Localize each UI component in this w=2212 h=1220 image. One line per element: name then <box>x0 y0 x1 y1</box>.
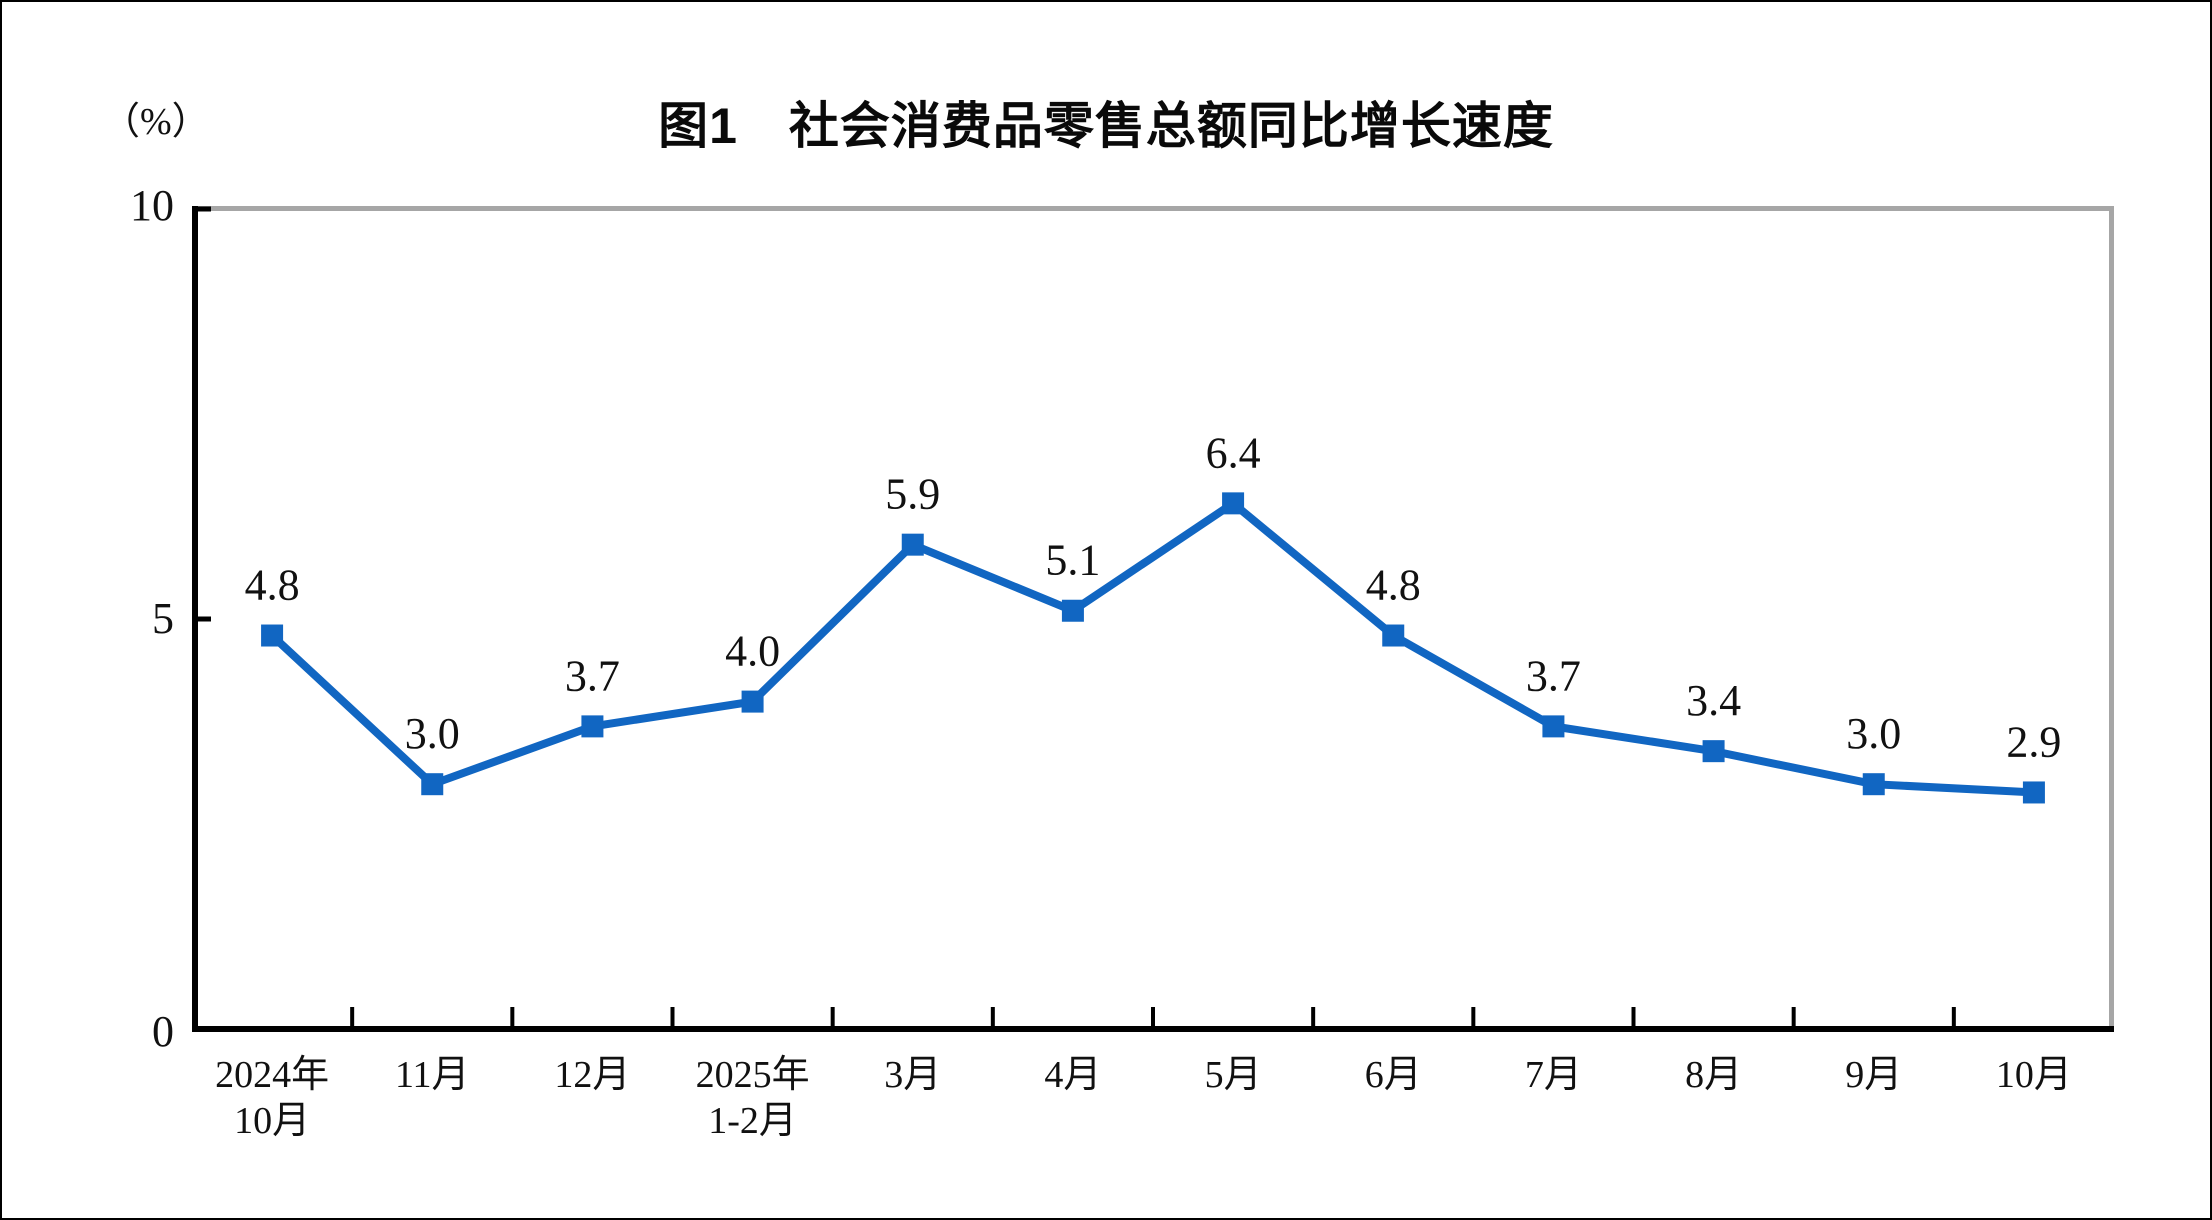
data-point-label: 4.8 <box>245 561 300 610</box>
y-axis-tick-label: 5 <box>152 594 174 643</box>
x-axis-category-label: 9月 <box>1845 1054 1903 1096</box>
data-point-marker <box>1382 624 1405 647</box>
data-point-marker <box>741 690 764 713</box>
data-point-label: 4.0 <box>725 627 780 676</box>
x-axis-category-label: 12月 <box>554 1054 631 1096</box>
data-point-marker <box>421 773 444 796</box>
x-axis-category-label: 2025年 1-2月 <box>695 1054 810 1142</box>
data-point-marker <box>581 715 604 738</box>
x-axis-category-label: 6月 <box>1364 1054 1422 1096</box>
data-point-label: 4.8 <box>1366 561 1421 610</box>
data-point-label: 3.7 <box>565 651 620 700</box>
data-point-label: 5.1 <box>1045 536 1100 585</box>
data-point-marker <box>901 533 924 556</box>
data-point-marker <box>1222 492 1245 515</box>
x-axis-category-label: 10月 <box>1995 1054 2072 1096</box>
data-point-label: 3.7 <box>1526 651 1581 700</box>
data-point-label: 3.0 <box>1846 709 1901 758</box>
x-axis-category-label: 3月 <box>884 1054 942 1096</box>
data-point-label: 2.9 <box>2006 717 2061 766</box>
data-point-label: 3.4 <box>1686 676 1741 725</box>
data-point-marker <box>1702 740 1725 763</box>
x-axis-category-label: 4月 <box>1044 1054 1102 1096</box>
plot-area: 4.8 3.0 3.7 4.0 5.9 5.1 6.4 4.8 3.7 3.4 3.0 2.9 <box>192 206 2114 1032</box>
data-point-marker <box>261 624 284 647</box>
data-point-marker <box>1542 715 1565 738</box>
data-point-label: 6.4 <box>1206 428 1261 477</box>
y-axis-tick-label: 0 <box>152 1007 174 1056</box>
y-axis-tick-label: 10 <box>130 181 174 230</box>
data-point-marker <box>2022 781 2045 804</box>
y-axis-unit-label: （%） <box>102 101 210 143</box>
trend-line <box>269 498 2035 797</box>
x-axis-category-label: 7月 <box>1524 1054 1582 1096</box>
data-point-label: 5.9 <box>885 470 940 519</box>
data-point-marker <box>1061 599 1084 622</box>
data-point-marker <box>1862 773 1885 796</box>
x-axis-category-label: 2024年 10月 <box>215 1054 330 1142</box>
x-axis-category-label: 8月 <box>1685 1054 1743 1096</box>
chart-title: 图1 社会消费品零售总额同比增长速度 <box>658 98 1554 154</box>
data-point-label: 3.0 <box>405 709 460 758</box>
x-axis-category-label: 11月 <box>394 1054 470 1096</box>
x-axis-category-label: 5月 <box>1204 1054 1262 1096</box>
